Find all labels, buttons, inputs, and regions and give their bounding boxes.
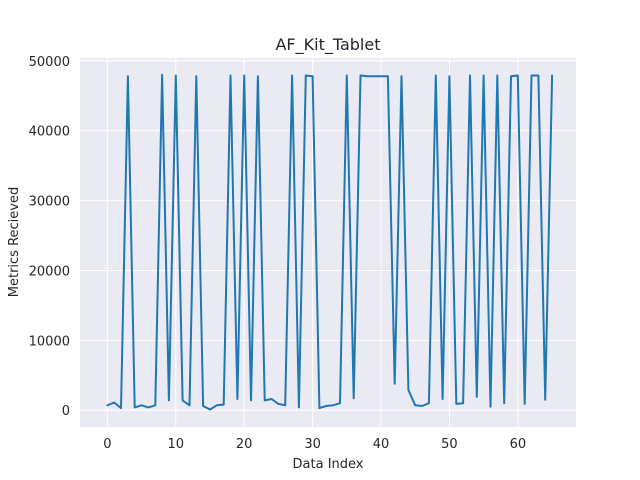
data-point [455,403,457,405]
data-point [353,397,355,399]
x-tick-label: 0 [103,437,111,452]
data-point [182,399,184,401]
data-point [489,406,491,408]
data-point [257,75,259,77]
data-point [469,74,471,76]
data-point [106,404,108,406]
data-point [421,405,423,407]
data-point [435,74,437,76]
data-point [483,74,485,76]
data-point [503,402,505,404]
data-point [414,404,416,406]
data-point [394,383,396,385]
data-point [141,404,143,406]
data-point [312,75,314,77]
data-point [264,399,266,401]
data-point [250,399,252,401]
data-point [496,74,498,76]
data-point [476,396,478,398]
data-point [127,75,129,77]
y-tick-label: 10000 [29,334,70,349]
y-tick-label: 0 [62,404,70,419]
data-point [147,406,149,408]
data-point [359,74,361,76]
data-point [517,74,519,76]
data-point [209,409,211,411]
data-point [448,75,450,77]
data-point [223,404,225,406]
data-point [462,402,464,404]
y-tick-label: 40000 [29,125,70,140]
data-point [236,398,238,400]
data-point [524,403,526,405]
data-point [120,407,122,409]
data-point [277,403,279,405]
data-point [510,75,512,77]
data-point [442,398,444,400]
data-point [291,74,293,76]
data-point [271,398,273,400]
y-tick-label: 50000 [29,55,70,70]
x-axis-ticks: 0 10 20 30 40 50 60 [103,437,526,452]
y-axis-ticks: 0 10000 20000 30000 40000 50000 [29,55,70,419]
y-tick-label: 20000 [29,264,70,279]
y-tick-label: 30000 [29,195,70,210]
x-tick-label: 20 [236,437,253,452]
data-point [195,75,197,77]
data-point [318,407,320,409]
data-point [113,402,115,404]
data-point [401,75,403,77]
data-point [380,75,382,77]
data-point [346,74,348,76]
data-point [305,74,307,76]
data-point [298,406,300,408]
x-tick-label: 50 [441,437,458,452]
data-point [175,74,177,76]
data-point [407,389,409,391]
data-point [243,74,245,76]
data-point [284,404,286,406]
data-point [339,402,341,404]
series-line [106,73,554,411]
data-point [551,74,553,76]
data-point [544,399,546,401]
x-tick-label: 10 [168,437,185,452]
data-point [387,75,389,77]
x-axis-label: Data Index [293,457,364,472]
data-point [154,404,156,406]
data-point [230,74,232,76]
data-point [332,404,334,406]
data-point [202,405,204,407]
data-point [428,402,430,404]
data-point [188,404,190,406]
x-tick-label: 30 [304,437,321,452]
data-point [366,75,368,77]
data-point [373,75,375,77]
data-point [161,74,163,76]
data-point [537,74,539,76]
chart-title: AF_Kit_Tablet [275,35,380,55]
x-tick-label: 40 [373,437,390,452]
data-point [325,405,327,407]
data-point [531,74,533,76]
data-point [168,399,170,401]
data-point [216,404,218,406]
y-axis-label: Metrics Recieved [7,187,22,297]
x-tick-label: 60 [510,437,527,452]
data-point [134,406,136,408]
